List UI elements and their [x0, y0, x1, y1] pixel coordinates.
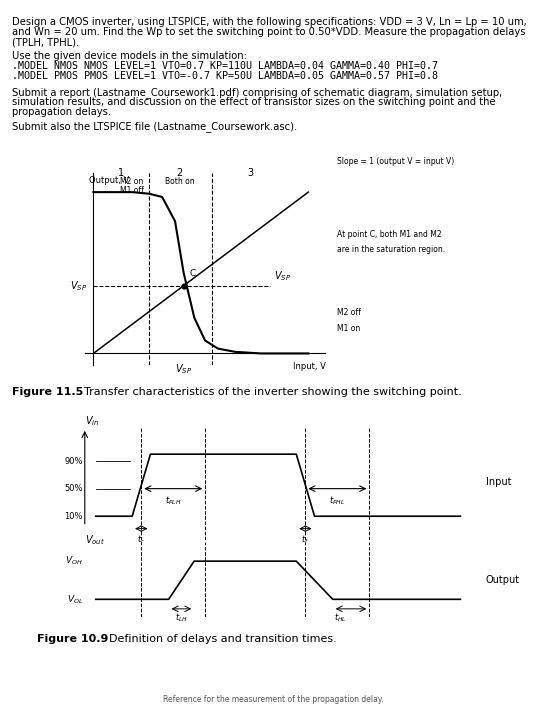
Text: $V_{in}$: $V_{in}$ [85, 415, 99, 428]
Text: 10%: 10% [65, 512, 83, 520]
Text: Figure 11.5: Figure 11.5 [12, 387, 83, 397]
Text: Transfer characteristics of the inverter showing the switching point.: Transfer characteristics of the inverter… [77, 387, 461, 397]
Text: Input: Input [486, 477, 511, 487]
Text: (TPLH, TPHL).: (TPLH, TPHL). [12, 37, 79, 48]
Text: M2 on: M2 on [120, 176, 144, 186]
Text: are in the saturation region.: are in the saturation region. [337, 245, 446, 254]
Text: Reference for the measurement of the propagation delay.: Reference for the measurement of the pro… [163, 695, 384, 705]
Text: $t_{HL}$: $t_{HL}$ [334, 611, 346, 624]
Text: $V_{SP}$: $V_{SP}$ [274, 269, 291, 283]
Text: C: C [189, 269, 195, 277]
Text: Both on: Both on [165, 176, 194, 186]
Text: Submit also the LTSPICE file (Lastname_Coursework.asc).: Submit also the LTSPICE file (Lastname_C… [12, 122, 297, 132]
Text: 3: 3 [247, 168, 253, 178]
Text: and Wn = 20 um. Find the Wp to set the switching point to 0.50*VDD. Measure the : and Wn = 20 um. Find the Wp to set the s… [12, 27, 526, 38]
Text: Output, V: Output, V [89, 176, 129, 185]
Text: $t_r$: $t_r$ [137, 533, 146, 546]
Text: $t_{LH}$: $t_{LH}$ [175, 611, 188, 624]
Text: Output: Output [486, 574, 520, 585]
Text: simulation results, and discussion on the effect of transistor sizes on the swit: simulation results, and discussion on th… [12, 97, 496, 107]
Text: $V_{OL}$: $V_{OL}$ [67, 593, 83, 606]
Text: 90%: 90% [65, 456, 83, 466]
Text: $V_{SP}$: $V_{SP}$ [175, 363, 192, 376]
Text: M1 on: M1 on [337, 324, 361, 333]
Text: $V_{OH}$: $V_{OH}$ [65, 555, 83, 567]
Text: Slope = 1 (output V = input V): Slope = 1 (output V = input V) [337, 156, 455, 166]
Text: Input, V: Input, V [293, 363, 325, 371]
Text: 2: 2 [176, 168, 183, 178]
Text: Design a CMOS inverter, using LTSPICE, with the following specifications: VDD = : Design a CMOS inverter, using LTSPICE, w… [12, 17, 527, 28]
Text: M2 off: M2 off [337, 309, 362, 317]
Text: .MODEL PMOS PMOS LEVEL=1 VTO=-0.7 KP=50U LAMBDA=0.05 GAMMA=0.57 PHI=0.8: .MODEL PMOS PMOS LEVEL=1 VTO=-0.7 KP=50U… [12, 71, 438, 81]
Text: $t_f$: $t_f$ [301, 533, 310, 546]
Text: 1: 1 [118, 168, 124, 178]
Text: propagation delays.: propagation delays. [12, 107, 111, 117]
Text: .MODEL NMOS NMOS LEVEL=1 VTO=0.7 KP=110U LAMBDA=0.04 GAMMA=0.40 PHI=0.7: .MODEL NMOS NMOS LEVEL=1 VTO=0.7 KP=110U… [12, 61, 438, 71]
Text: Figure 10.9: Figure 10.9 [37, 634, 108, 644]
Text: M1 off: M1 off [120, 186, 144, 196]
Text: $t_{PLH}$: $t_{PLH}$ [165, 494, 182, 507]
Text: $V_{SP}$: $V_{SP}$ [70, 279, 87, 293]
Text: Definition of delays and transition times.: Definition of delays and transition time… [102, 634, 336, 644]
Text: Use the given device models in the simulation:: Use the given device models in the simul… [12, 51, 247, 61]
Text: $V_{out}$: $V_{out}$ [85, 533, 105, 547]
Text: 50%: 50% [65, 484, 83, 493]
Text: At point C, both M1 and M2: At point C, both M1 and M2 [337, 230, 442, 239]
Text: Submit a report (Lastname_Coursework1.pdf) comprising of schematic diagram, simu: Submit a report (Lastname_Coursework1.pd… [12, 87, 502, 97]
Text: $t_{PHL}$: $t_{PHL}$ [329, 494, 345, 507]
